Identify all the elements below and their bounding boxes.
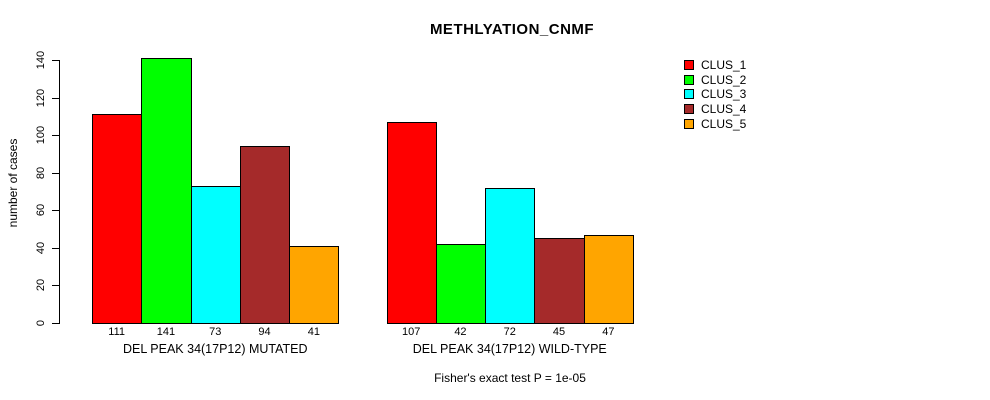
y-axis-tick-label-120: 120 bbox=[35, 88, 47, 107]
bar-value-label-clus_2-group1: 141 bbox=[156, 326, 176, 338]
y-axis-tick-label-80: 80 bbox=[35, 166, 47, 179]
legend-label-clus_4: CLUS_4 bbox=[701, 102, 747, 117]
legend-swatch-clus_3 bbox=[684, 89, 694, 100]
bar-clus_2-group1 bbox=[141, 58, 192, 324]
y-axis-tick-label-0: 0 bbox=[35, 319, 47, 327]
y-axis-tick-label-60: 60 bbox=[35, 204, 47, 217]
legend-swatch-clus_5 bbox=[684, 118, 694, 129]
y-axis-tick-label-140: 140 bbox=[35, 50, 47, 70]
bar-value-label-clus_2-group2: 42 bbox=[454, 326, 467, 338]
y-axis-tick-60 bbox=[52, 210, 59, 212]
bar-value-label-clus_1-group1: 111 bbox=[108, 326, 126, 338]
y-axis-tick-80 bbox=[52, 172, 59, 174]
x-category-label-group1: DEL PEAK 34(17P12) MUTATED bbox=[122, 342, 308, 356]
bar-clus_3-group2 bbox=[485, 187, 536, 324]
bar-value-label-clus_5-group1: 41 bbox=[307, 326, 320, 338]
legend-swatch-clus_4 bbox=[684, 104, 694, 115]
bar-clus_1-group1 bbox=[92, 114, 143, 324]
bar-value-label-clus_4-group2: 45 bbox=[552, 326, 566, 338]
chart-title: METHLYATION_CNMF bbox=[429, 21, 595, 38]
y-axis-tick-0 bbox=[52, 323, 59, 324]
y-axis-tick-label-40: 40 bbox=[35, 241, 47, 254]
legend-label-clus_3: CLUS_3 bbox=[701, 87, 747, 102]
bar-clus_4-group2 bbox=[534, 238, 585, 324]
y-axis-tick-40 bbox=[52, 247, 59, 249]
bar-clus_1-group2 bbox=[386, 121, 437, 324]
bar-clus_5-group1 bbox=[289, 245, 340, 324]
y-axis-tick-120 bbox=[52, 97, 59, 99]
y-axis-tick-140 bbox=[52, 60, 59, 61]
legend-label-clus_1: CLUS_1 bbox=[701, 58, 747, 72]
legend-swatch-clus_1 bbox=[684, 60, 694, 70]
annotation-fishers-exact-test: Fisher's exact test P = 1e-05 bbox=[434, 371, 586, 385]
y-axis-tick-label-100: 100 bbox=[35, 125, 47, 145]
bar-value-label-clus_5-group2: 47 bbox=[602, 326, 615, 338]
bar-value-label-clus_4-group1: 94 bbox=[258, 326, 271, 338]
bar-value-label-clus_3-group2: 72 bbox=[503, 326, 516, 338]
bar-value-label-clus_3-group1: 73 bbox=[209, 326, 222, 338]
y-axis-label: number of cases bbox=[6, 138, 20, 228]
y-axis-tick-label-20: 20 bbox=[35, 279, 47, 292]
legend-label-clus_5: CLUS_5 bbox=[701, 116, 747, 131]
bar-clus_2-group2 bbox=[435, 244, 487, 324]
y-axis-line bbox=[59, 60, 60, 324]
legend-label-clus_2: CLUS_2 bbox=[701, 72, 747, 87]
bar-clus_5-group2 bbox=[583, 234, 634, 324]
bar-value-label-clus_1-group2: 107 bbox=[401, 326, 421, 338]
legend-swatch-clus_2 bbox=[684, 74, 694, 85]
bar-clus_3-group1 bbox=[190, 185, 241, 324]
x-category-label-group2: DEL PEAK 34(17P12) WILD-TYPE bbox=[412, 342, 607, 356]
y-axis-tick-20 bbox=[52, 285, 59, 287]
bar-clus_4-group1 bbox=[239, 146, 291, 324]
y-axis-tick-100 bbox=[52, 135, 59, 137]
